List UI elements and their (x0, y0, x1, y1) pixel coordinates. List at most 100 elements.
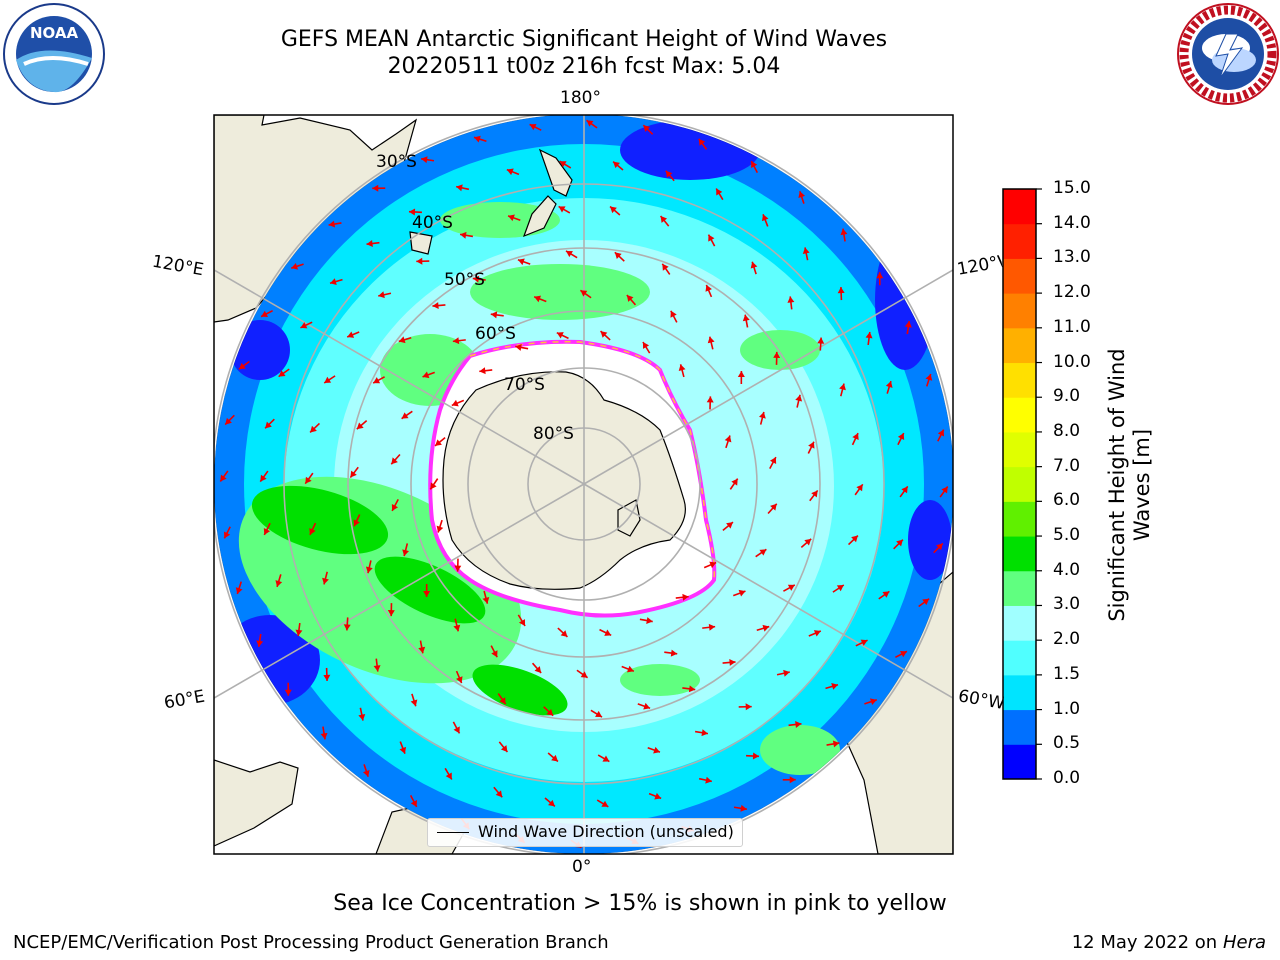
footer-credit: NCEP/EMC/Verification Post Processing Pr… (13, 932, 609, 953)
colorbar-segment (1003, 640, 1036, 676)
wave-direction-arrow-head (387, 610, 395, 617)
wave-direction-arrow-head (580, 671, 588, 678)
wave-direction-arrow-head (670, 310, 677, 318)
wave-direction-arrow-head (925, 374, 933, 381)
graticule (214, 115, 953, 854)
wave-direction-arrow-head (495, 790, 503, 798)
wave-direction-arrow-head (595, 710, 603, 718)
wave-direction-arrow-head (852, 433, 859, 441)
wave-direction-arrow-head (922, 598, 930, 606)
wave-direction-arrow-head (769, 457, 777, 465)
wave-direction-arrow-head (646, 617, 653, 624)
wave-direction-arrow-head (410, 699, 418, 707)
wave-direction-arrow-head (836, 584, 844, 592)
wave-direction-arrow-head (300, 322, 308, 329)
wave-direction-arrow-head (451, 399, 459, 407)
wave-direction-arrow-head (472, 275, 480, 283)
wave-direction-arrow-head (482, 596, 490, 604)
colorbar-segment (1003, 431, 1036, 468)
wave-direction-arrow-head (330, 278, 337, 285)
lat-label-70s: 70°S (504, 375, 545, 395)
wave-direction-arrow-head (831, 683, 838, 690)
wave-direction-arrow-head (869, 698, 877, 706)
wave-direction-arrow-head (840, 228, 848, 236)
wave-direction-arrow-head (716, 188, 723, 196)
antarctica (442, 371, 686, 590)
colorbar-tick-label: 2.0 (1053, 629, 1081, 650)
wave-direction-arrow-head (707, 336, 715, 344)
wave-direction-arrow-head (643, 125, 651, 132)
wave-direction-arrow-head (701, 729, 708, 737)
wave-direction-arrow-head (225, 417, 232, 425)
wave-direction-arrow-head (670, 649, 678, 657)
wave-direction-arrow-head (860, 639, 868, 646)
wave-direction-arrow-head (358, 713, 366, 721)
wave-direction-arrow-head (802, 247, 810, 255)
wave-direction-arrow-head (295, 629, 303, 636)
wave-direction-arrow-head (453, 726, 460, 734)
wave-direction-arrow-head (678, 364, 686, 372)
wave-direction-arrow-head (610, 206, 617, 214)
wave-direction-arrow-head (642, 341, 650, 349)
colorbar-segment (1003, 536, 1036, 572)
wave-direction-arrow-head (515, 344, 522, 351)
colorbar-segment (1003, 674, 1036, 711)
colorbar-segment (1003, 501, 1036, 537)
wave-direction-arrow-head (885, 381, 893, 388)
wave-direction-arrow-head (762, 624, 770, 632)
wave-direction-arrow-head (328, 220, 336, 228)
colorbar-tick-label: 3.0 (1053, 594, 1081, 615)
wave-direction-arrow-head (602, 755, 610, 762)
colorbar-segment (1003, 466, 1036, 502)
wave-direction-arrow-head (705, 284, 712, 292)
wave-direction-arrow-head (558, 206, 566, 213)
wave-direction-arrow-head (508, 214, 515, 222)
wave-direction-arrow-head (729, 658, 736, 666)
wave-direction-arrow-head (422, 371, 430, 379)
lat-label-40s: 40°S (412, 213, 453, 233)
chart-title: GEFS MEAN Antarctic Significant Height o… (280, 27, 888, 52)
wave-direction-arrow-head (724, 435, 732, 443)
colorbar-label: Significant Height of Wind Waves [m] (1105, 348, 1154, 622)
wave-direction-arrow-head (795, 394, 803, 402)
wave-direction-arrow-head (773, 351, 781, 358)
wave-direction-arrow-head (423, 590, 431, 597)
colorbar-frame (1002, 188, 1037, 780)
wave-direction-arrow-head (882, 591, 890, 598)
wave-direction-arrow-head (559, 161, 567, 168)
wave-direction-arrow-head (460, 231, 467, 239)
wave-direction-arrow-head (365, 566, 373, 574)
wave-direction-arrow-head (261, 310, 269, 317)
wave-direction-arrow-head (726, 522, 733, 529)
colorbar-segment (1003, 327, 1036, 364)
lat-label-80s: 80°S (533, 424, 574, 444)
wave-direction-arrow-head (256, 640, 264, 647)
wave-direction-arrow-head (626, 295, 634, 302)
wave-direction-arrow-head (391, 503, 399, 511)
wave-direction-arrow-head (737, 371, 745, 378)
wave-direction-arrow-head (586, 120, 594, 127)
wave-direction-arrow-head (534, 295, 542, 303)
wave-direction-arrow-head (750, 261, 758, 269)
wave-direction-arrow-head (343, 624, 351, 631)
lon-label-180: 180° (560, 88, 601, 108)
colorbar-tick-label: 13.0 (1053, 247, 1091, 268)
wind-wave-arrows (219, 119, 949, 849)
colorbar-tick-label: 14.0 (1053, 212, 1091, 233)
wave-direction-arrow-head (832, 740, 840, 748)
wave-direction-arrow-head (698, 138, 706, 146)
wave-direction-arrow-head (759, 549, 767, 556)
noaa-logo: NOAA (3, 3, 105, 105)
wave-direction-arrow-head (401, 412, 409, 419)
wave-direction-arrow-head (565, 250, 573, 258)
colorbar-segment (1003, 223, 1036, 259)
wave-direction-arrow-head (789, 776, 796, 784)
wave-direction-arrow-head (601, 800, 609, 807)
colorbar-tick-label: 15.0 (1053, 178, 1091, 198)
wave-direction-arrow-head (709, 561, 717, 569)
wave-direction-arrow-head (662, 263, 669, 271)
wave-direction-arrow-head (324, 376, 332, 384)
wave-direction-arrow-head (604, 629, 612, 636)
colorbar-segment (1003, 362, 1036, 398)
lat-label-60s: 60°S (475, 324, 516, 344)
